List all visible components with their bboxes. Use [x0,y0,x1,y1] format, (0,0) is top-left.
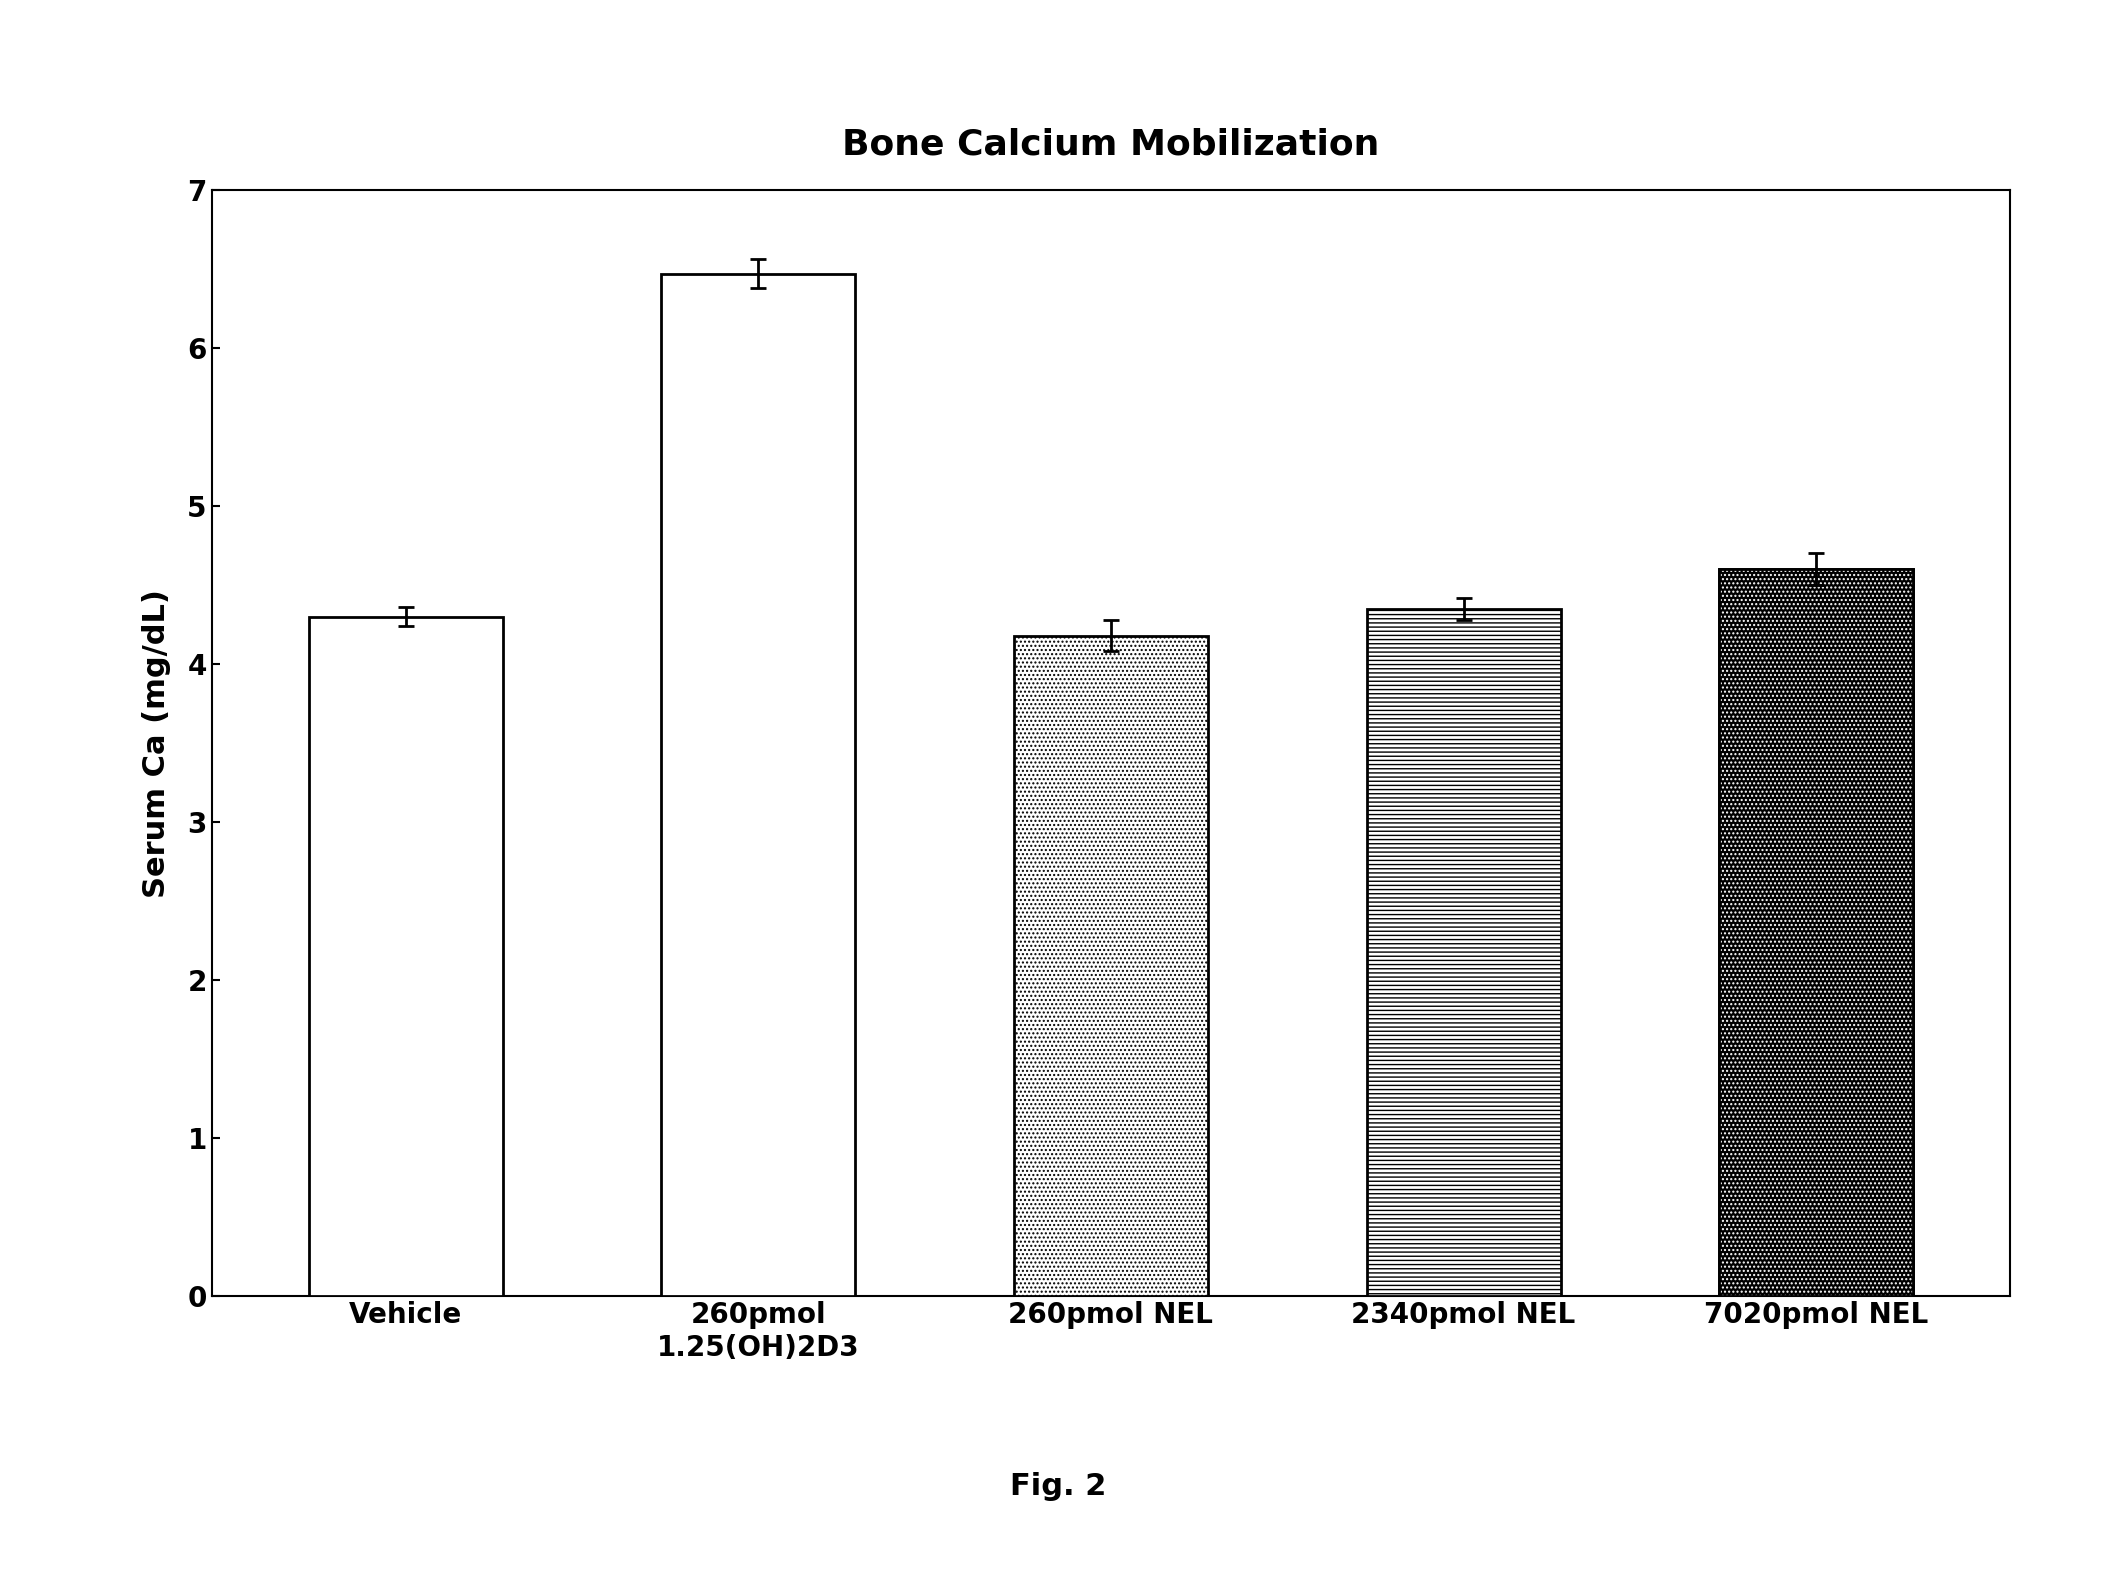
Bar [660,274,855,1296]
Title: Bone Calcium Mobilization: Bone Calcium Mobilization [842,128,1380,161]
Y-axis label: Serum Ca (mg/dL): Serum Ca (mg/dL) [142,588,171,898]
Bar [1367,609,1562,1296]
Bar [1014,636,1208,1296]
Bar [1718,569,1913,1296]
Bar [309,617,504,1296]
Bar [1718,569,1913,1296]
Text: Fig. 2: Fig. 2 [1009,1472,1107,1500]
Bar [1718,569,1913,1296]
